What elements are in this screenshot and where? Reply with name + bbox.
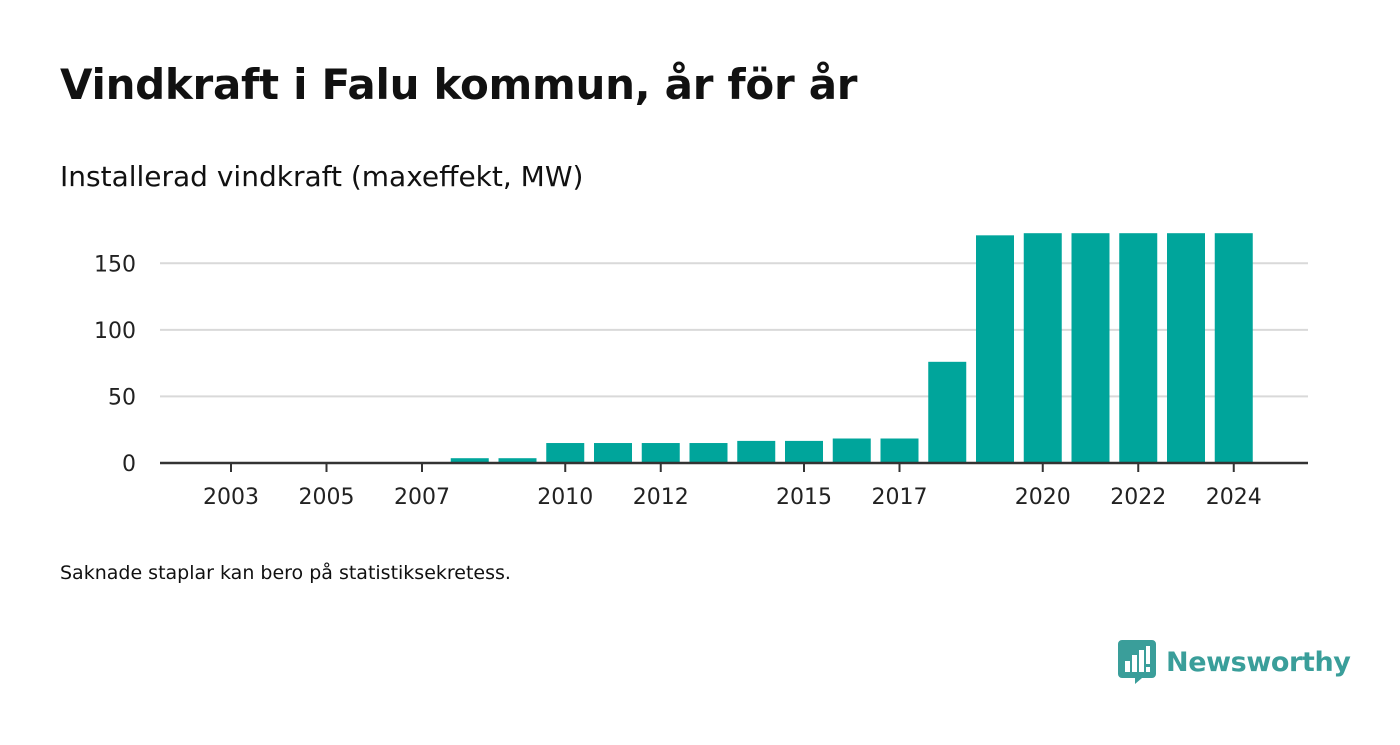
brand-name: Newsworthy bbox=[1166, 646, 1351, 678]
bar bbox=[737, 440, 776, 463]
x-tick-label: 2005 bbox=[299, 485, 355, 510]
x-tick-label: 2022 bbox=[1110, 485, 1166, 510]
bar bbox=[498, 458, 537, 463]
bar bbox=[1071, 233, 1110, 463]
x-tick-label: 2012 bbox=[633, 485, 689, 510]
brand-logo: Newsworthy bbox=[1118, 640, 1351, 684]
x-tick-label: 2003 bbox=[203, 485, 259, 510]
y-tick-label: 0 bbox=[122, 452, 136, 477]
bar bbox=[928, 361, 967, 463]
bar bbox=[546, 443, 585, 463]
bar bbox=[832, 438, 871, 463]
bar bbox=[1167, 233, 1205, 463]
x-tick-label: 2010 bbox=[537, 485, 593, 510]
footnote: Saknade staplar kan bero på statistiksek… bbox=[60, 562, 511, 584]
bar bbox=[976, 235, 1014, 463]
bar bbox=[1119, 233, 1158, 463]
bars bbox=[450, 233, 1253, 463]
x-tick-label: 2007 bbox=[394, 485, 450, 510]
bar bbox=[785, 440, 823, 463]
bar bbox=[641, 443, 680, 463]
x-tick-label: 2020 bbox=[1015, 485, 1071, 510]
chart-title: Vindkraft i Falu kommun, år för år bbox=[60, 60, 858, 109]
y-tick-label: 150 bbox=[94, 252, 136, 277]
x-tick-label: 2017 bbox=[872, 485, 928, 510]
bar bbox=[880, 438, 919, 463]
bar bbox=[450, 458, 489, 463]
x-axis-ticks: 2003 2005 2007 2010 2012 2015 2017 2020 2022 2024 bbox=[203, 463, 1262, 510]
gridlines bbox=[160, 262, 1308, 398]
x-tick-label: 2015 bbox=[776, 485, 832, 510]
x-tick-label: 2024 bbox=[1206, 485, 1262, 510]
bar bbox=[1214, 233, 1253, 463]
y-axis-ticks: 0 50 100 150 bbox=[94, 252, 136, 477]
bar bbox=[689, 443, 728, 463]
chart-subtitle: Installerad vindkraft (maxeffekt, MW) bbox=[60, 160, 584, 193]
bar bbox=[1023, 233, 1062, 463]
bar bbox=[594, 443, 632, 463]
newsworthy-logo-icon bbox=[1118, 640, 1156, 684]
y-tick-label: 50 bbox=[108, 385, 136, 410]
y-tick-label: 100 bbox=[94, 319, 136, 344]
